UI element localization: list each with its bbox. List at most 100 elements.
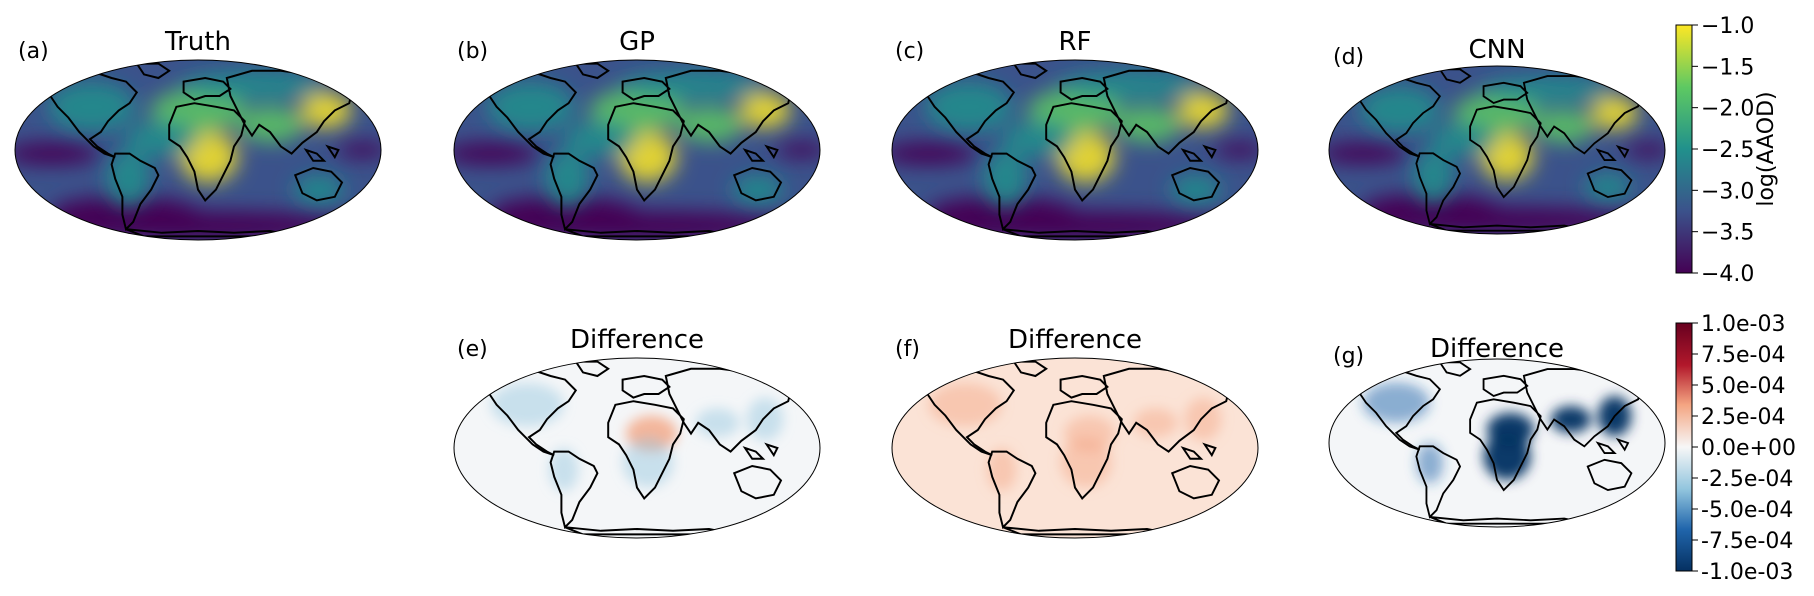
colorbar-tick-label: -5.0e-04 [1701, 498, 1793, 523]
colorbar-tick-label: 2.5e-04 [1701, 405, 1785, 430]
low-aaod-region [892, 142, 977, 165]
colorbar-gradient [1675, 24, 1693, 274]
aaod-region [983, 150, 1028, 208]
colorbar-tick-label: −2.5 [1701, 138, 1754, 163]
colorbar-label: log(AAOD) [1754, 91, 1779, 206]
panel-c: (c) RF [891, 27, 1259, 241]
colorbar-tick-label: -1.0e-03 [1701, 560, 1793, 585]
low-aaod-region [490, 196, 637, 226]
panels-layer: (a) Truth (b) GP (c) RF(d) CNN(e) Difference (f)… [14, 27, 1666, 539]
aaod-region [1453, 92, 1541, 134]
low-aaod-region [928, 196, 1075, 226]
aaod-region [545, 150, 590, 208]
panel-d: (d) CNN [1328, 35, 1666, 235]
panel-label: (f) [895, 337, 920, 362]
difference-region [490, 383, 564, 427]
panel-label: (e) [457, 337, 488, 362]
low-aaod-region [1214, 142, 1258, 158]
aaod-region [1177, 92, 1229, 129]
colorbar-aaod: −1.0 −1.5 −2.0 −2.5 −3.0 −3.5 −4.0 log(AAOD) [1675, 14, 1779, 287]
map-outline [14, 59, 382, 241]
panel-title: Difference [1008, 325, 1142, 355]
panel-title: RF [1058, 27, 1091, 57]
difference-region [1362, 382, 1430, 423]
panel-title: Difference [570, 325, 704, 355]
aaod-region [739, 92, 791, 129]
aaod-region [677, 106, 744, 143]
panel-label: (c) [895, 39, 924, 64]
map-outline [453, 59, 821, 241]
difference-region [1184, 397, 1222, 441]
aaod-region [589, 88, 685, 132]
aaod-region [106, 150, 151, 208]
colorbar-tick-label: −1.5 [1701, 55, 1754, 80]
map-outline [1328, 65, 1666, 235]
difference-region [1133, 408, 1178, 438]
aaod-region [1584, 173, 1632, 201]
difference-region [1416, 443, 1444, 484]
aaod-region [1480, 76, 1615, 103]
difference-region [1550, 406, 1592, 433]
low-aaod-region [51, 196, 198, 226]
difference-region [746, 397, 784, 441]
colorbar-tick-label: -7.5e-04 [1701, 529, 1793, 554]
colorbar-tick-label: −4.0 [1701, 262, 1754, 287]
aaod-region [150, 88, 246, 132]
panel-title: CNN [1468, 35, 1525, 65]
aaod-region [1533, 109, 1595, 144]
low-aaod-region [1624, 143, 1665, 157]
aaod-region [238, 106, 305, 143]
colorbar-tick-label: 7.5e-04 [1701, 343, 1785, 368]
colorbar-tick-label: −3.5 [1701, 221, 1754, 246]
colorbar-gradient [1675, 322, 1693, 572]
aaod-region [300, 92, 352, 129]
panel-f: (f) Difference [891, 325, 1259, 539]
colorbar-tick-label: -2.5e-04 [1701, 467, 1793, 492]
aaod-region [1591, 96, 1639, 130]
map-outline [1328, 358, 1666, 528]
colorbars-layer: −1.0 −1.5 −2.0 −2.5 −3.0 −3.5 −4.0 log(AAOD) 1.0… [1675, 14, 1796, 585]
aaod-region [1115, 106, 1182, 143]
map-outline [891, 357, 1259, 539]
low-aaod-region [337, 142, 381, 158]
difference-region [695, 408, 740, 438]
colorbar-tick-label: −3.0 [1701, 179, 1754, 204]
low-aaod-region [1329, 143, 1407, 164]
panel-g: (g) Difference [1328, 334, 1666, 528]
colorbar-difference: 1.0e-03 7.5e-04 5.0e-04 2.5e-04 0.0e+00 -2.5e… [1675, 312, 1796, 585]
panel-label: (g) [1333, 344, 1364, 369]
colorbar-tick-label: 0.0e+00 [1701, 436, 1796, 461]
panel-title: GP [619, 27, 655, 57]
difference-region [928, 383, 1002, 427]
map-outline [453, 357, 821, 539]
panel-label: (b) [457, 39, 488, 64]
colorbar-tick-label: −1.0 [1701, 14, 1754, 39]
colorbar-tick-label: −2.0 [1701, 97, 1754, 122]
aaod-region [124, 121, 198, 158]
aaod-region [1001, 121, 1075, 158]
aaod-region [563, 121, 638, 158]
aaod-region [1027, 88, 1123, 132]
map-outline [891, 59, 1259, 241]
colorbar-tick-label: 5.0e-04 [1701, 374, 1785, 399]
panel-label: (d) [1333, 45, 1364, 70]
panel-e: (e) Difference [453, 325, 821, 539]
aaod-region [618, 70, 766, 100]
colorbar-tick-label: 1.0e-03 [1701, 312, 1785, 337]
panel-title: Difference [1430, 334, 1564, 364]
aaod-region [1359, 86, 1440, 134]
low-aaod-region [454, 142, 539, 165]
panel-b: (b) GP [453, 27, 821, 241]
aaod-region [1413, 150, 1454, 204]
aaod-region [179, 70, 327, 100]
low-aaod-region [776, 142, 820, 158]
aaod-region [1429, 123, 1497, 157]
aaod-region [1056, 70, 1204, 100]
low-aaod-region [1362, 193, 1498, 221]
low-aaod-region [15, 142, 100, 165]
panel-label: (a) [18, 39, 49, 64]
panel-a: (a) Truth [14, 27, 382, 241]
panel-title: Truth [164, 27, 231, 57]
